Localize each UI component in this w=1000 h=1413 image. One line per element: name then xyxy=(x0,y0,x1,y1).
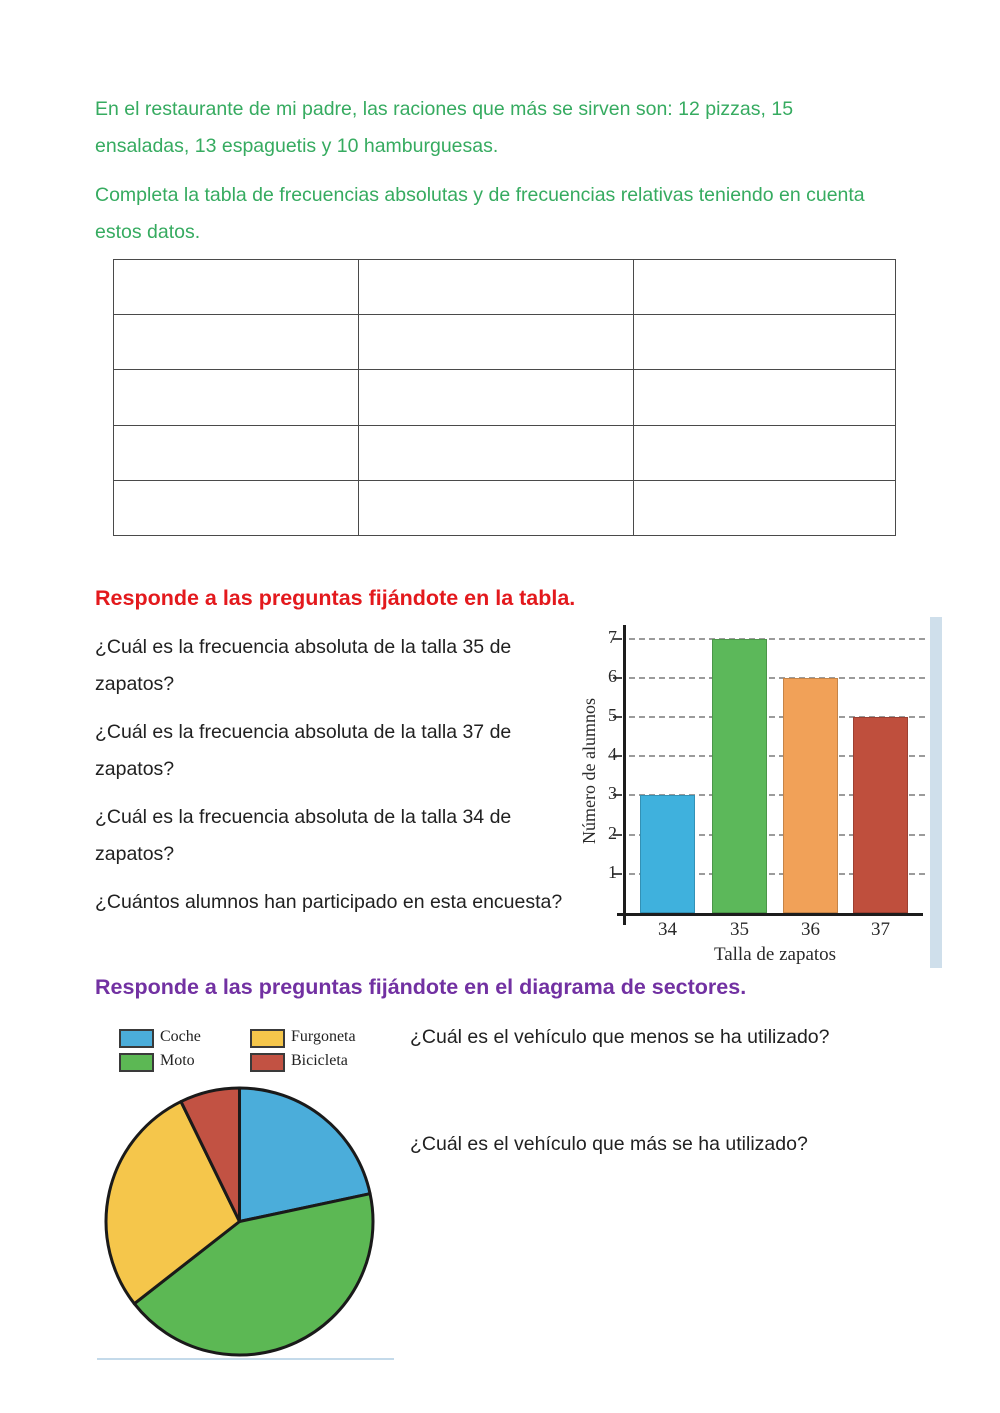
x-axis-line xyxy=(617,913,923,916)
x-tick-label: 37 xyxy=(871,919,890,940)
legend-swatch xyxy=(250,1053,285,1072)
x-axis-title: Talla de zapatos xyxy=(713,944,837,965)
bar-34 xyxy=(640,795,695,913)
y-tick-label: 4 xyxy=(608,744,617,765)
pie-question-mas: ¿Cuál es el vehículo que más se ha utili… xyxy=(410,1133,808,1155)
divider-line xyxy=(97,1358,394,1360)
pie-questions-heading: Responde a las preguntas fijándote en el… xyxy=(95,975,747,999)
table-cell[interactable] xyxy=(358,314,634,371)
bar-37 xyxy=(853,717,908,913)
intro-paragraph: En el restaurante de mi padre, las racio… xyxy=(95,98,794,157)
gridline xyxy=(629,794,925,797)
gridline xyxy=(629,676,925,679)
legend-label: Furgoneta xyxy=(291,1028,356,1045)
question-talla-34: ¿Cuál es la frecuencia absoluta de la ta… xyxy=(95,806,512,865)
y-axis-tick xyxy=(613,794,622,797)
y-tick-label: 3 xyxy=(608,783,617,804)
y-axis-tick xyxy=(613,637,622,640)
gridline xyxy=(629,755,925,758)
pie-slice-bicicleta xyxy=(179,1086,242,1224)
table-cell[interactable] xyxy=(113,258,359,316)
chart-side-strip xyxy=(930,617,942,968)
table-row xyxy=(113,424,896,481)
y-axis-tick xyxy=(613,676,622,679)
gridline xyxy=(629,637,925,640)
pie-slice-furgoneta xyxy=(104,1100,242,1306)
question-total-alumnos: ¿Cuántos alumnos han participado en esta… xyxy=(95,891,563,913)
table-cell[interactable] xyxy=(633,424,896,481)
table-cell[interactable] xyxy=(358,479,634,536)
frequency-table xyxy=(113,258,896,536)
y-axis-line xyxy=(623,625,626,925)
y-tick-label: 1 xyxy=(608,861,617,882)
table-cell[interactable] xyxy=(633,314,896,371)
gridline xyxy=(629,833,925,836)
gridline xyxy=(629,872,925,875)
pie-slice-moto xyxy=(132,1192,375,1357)
pie-question-menos: ¿Cuál es el vehículo que menos se ha uti… xyxy=(410,1026,830,1048)
table-cell[interactable] xyxy=(113,424,359,481)
y-axis-tick xyxy=(613,755,622,758)
table-cell[interactable] xyxy=(113,479,359,536)
legend-swatch xyxy=(119,1029,154,1048)
y-axis-tick xyxy=(613,872,622,875)
legend-label: Moto xyxy=(160,1052,195,1069)
x-tick-label: 34 xyxy=(658,919,677,940)
task-paragraph: Completa la tabla de frecuencias absolut… xyxy=(95,184,865,243)
table-row xyxy=(113,369,896,426)
table-cell[interactable] xyxy=(633,258,896,316)
legend-label: Coche xyxy=(160,1028,201,1045)
y-tick-label: 7 xyxy=(608,626,617,647)
gridline xyxy=(629,716,925,718)
table-cell[interactable] xyxy=(633,369,896,426)
table-cell[interactable] xyxy=(358,369,634,426)
y-tick-label: 5 xyxy=(608,705,617,725)
y-tick-label: 6 xyxy=(608,665,617,686)
table-cell[interactable] xyxy=(358,424,634,481)
pie-chart-svg xyxy=(104,1086,375,1357)
x-tick-label: 35 xyxy=(730,919,749,940)
table-cell[interactable] xyxy=(358,258,634,316)
table-row xyxy=(113,479,896,536)
y-axis-tick xyxy=(613,833,622,836)
legend-label: Bicicleta xyxy=(291,1052,348,1069)
legend-swatch xyxy=(119,1053,154,1072)
table-cell[interactable] xyxy=(113,314,359,371)
table-cell[interactable] xyxy=(633,479,896,536)
legend-swatch xyxy=(250,1029,285,1048)
bar-36 xyxy=(783,677,838,913)
x-tick-label: 36 xyxy=(801,919,820,940)
question-talla-37: ¿Cuál es la frecuencia absoluta de la ta… xyxy=(95,721,512,780)
bar-35 xyxy=(712,638,767,913)
table-row xyxy=(113,314,896,371)
table-cell[interactable] xyxy=(113,369,359,426)
pie-legend: Coche Furgoneta Moto Bicicleta xyxy=(119,1028,399,1092)
pie-slice-coche xyxy=(237,1086,372,1224)
y-tick-label: 2 xyxy=(608,822,617,843)
table-row xyxy=(113,258,896,316)
question-talla-35: ¿Cuál es la frecuencia absoluta de la ta… xyxy=(95,636,512,695)
table-questions-heading: Responde a las preguntas fijándote en la… xyxy=(95,586,576,610)
y-axis-tick xyxy=(613,716,622,718)
